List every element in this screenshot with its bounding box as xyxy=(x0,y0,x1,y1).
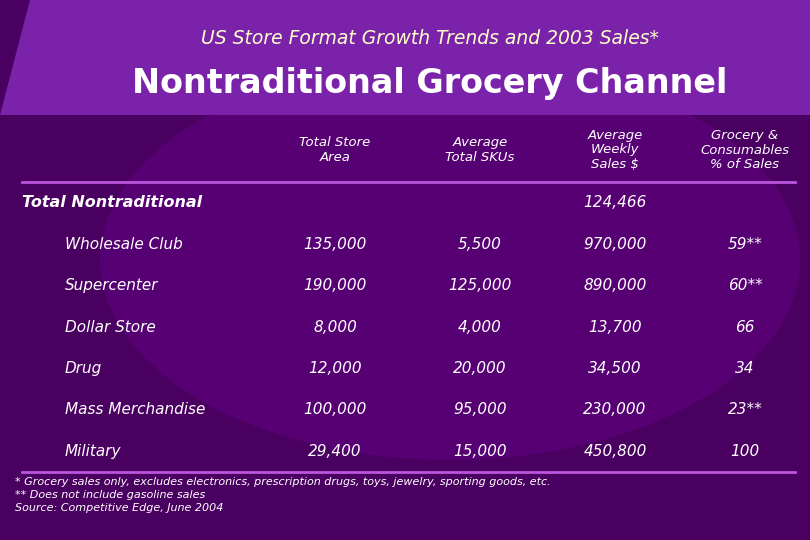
Text: 4,000: 4,000 xyxy=(458,320,502,334)
Text: 20,000: 20,000 xyxy=(453,361,507,376)
Text: 12,000: 12,000 xyxy=(308,361,362,376)
Text: 450,800: 450,800 xyxy=(583,444,646,459)
Text: Supercenter: Supercenter xyxy=(65,278,159,293)
Text: Nontraditional Grocery Channel: Nontraditional Grocery Channel xyxy=(132,66,727,99)
Text: 970,000: 970,000 xyxy=(583,237,646,252)
Text: 60**: 60** xyxy=(727,278,762,293)
Text: 59**: 59** xyxy=(727,237,762,252)
Text: Average
Weekly
Sales $: Average Weekly Sales $ xyxy=(587,129,642,172)
Text: Source: Competitive Edge, June 2004: Source: Competitive Edge, June 2004 xyxy=(15,503,224,513)
Text: Total Nontraditional: Total Nontraditional xyxy=(22,195,202,210)
Text: Military: Military xyxy=(65,444,122,459)
Text: * Grocery sales only, excludes electronics, prescription drugs, toys, jewelry, s: * Grocery sales only, excludes electroni… xyxy=(15,477,551,487)
Text: 100,000: 100,000 xyxy=(303,402,367,417)
Text: 23**: 23** xyxy=(727,402,762,417)
Text: Wholesale Club: Wholesale Club xyxy=(65,237,183,252)
Text: 29,400: 29,400 xyxy=(308,444,362,459)
Text: 34: 34 xyxy=(735,361,755,376)
Text: 890,000: 890,000 xyxy=(583,278,646,293)
Text: 5,500: 5,500 xyxy=(458,237,502,252)
Text: 15,000: 15,000 xyxy=(453,444,507,459)
Text: 230,000: 230,000 xyxy=(583,402,646,417)
Ellipse shape xyxy=(100,60,800,460)
Text: 95,000: 95,000 xyxy=(453,402,507,417)
Text: 34,500: 34,500 xyxy=(588,361,642,376)
Text: 8,000: 8,000 xyxy=(313,320,357,334)
Text: 124,466: 124,466 xyxy=(583,195,646,210)
Text: Mass Merchandise: Mass Merchandise xyxy=(65,402,206,417)
Text: Average
Total SKUs: Average Total SKUs xyxy=(446,136,514,164)
Text: US Store Format Growth Trends and 2003 Sales*: US Store Format Growth Trends and 2003 S… xyxy=(201,29,659,48)
Text: ** Does not include gasoline sales: ** Does not include gasoline sales xyxy=(15,490,205,500)
Text: Dollar Store: Dollar Store xyxy=(65,320,156,334)
Text: 100: 100 xyxy=(731,444,760,459)
Text: 190,000: 190,000 xyxy=(303,278,367,293)
Text: Total Store
Area: Total Store Area xyxy=(300,136,371,164)
Text: Drug: Drug xyxy=(65,361,102,376)
Text: 66: 66 xyxy=(735,320,755,334)
Text: 125,000: 125,000 xyxy=(448,278,512,293)
Text: 13,700: 13,700 xyxy=(588,320,642,334)
Text: Grocery &
Consumables
% of Sales: Grocery & Consumables % of Sales xyxy=(701,129,790,172)
Polygon shape xyxy=(0,0,810,115)
Text: 135,000: 135,000 xyxy=(303,237,367,252)
